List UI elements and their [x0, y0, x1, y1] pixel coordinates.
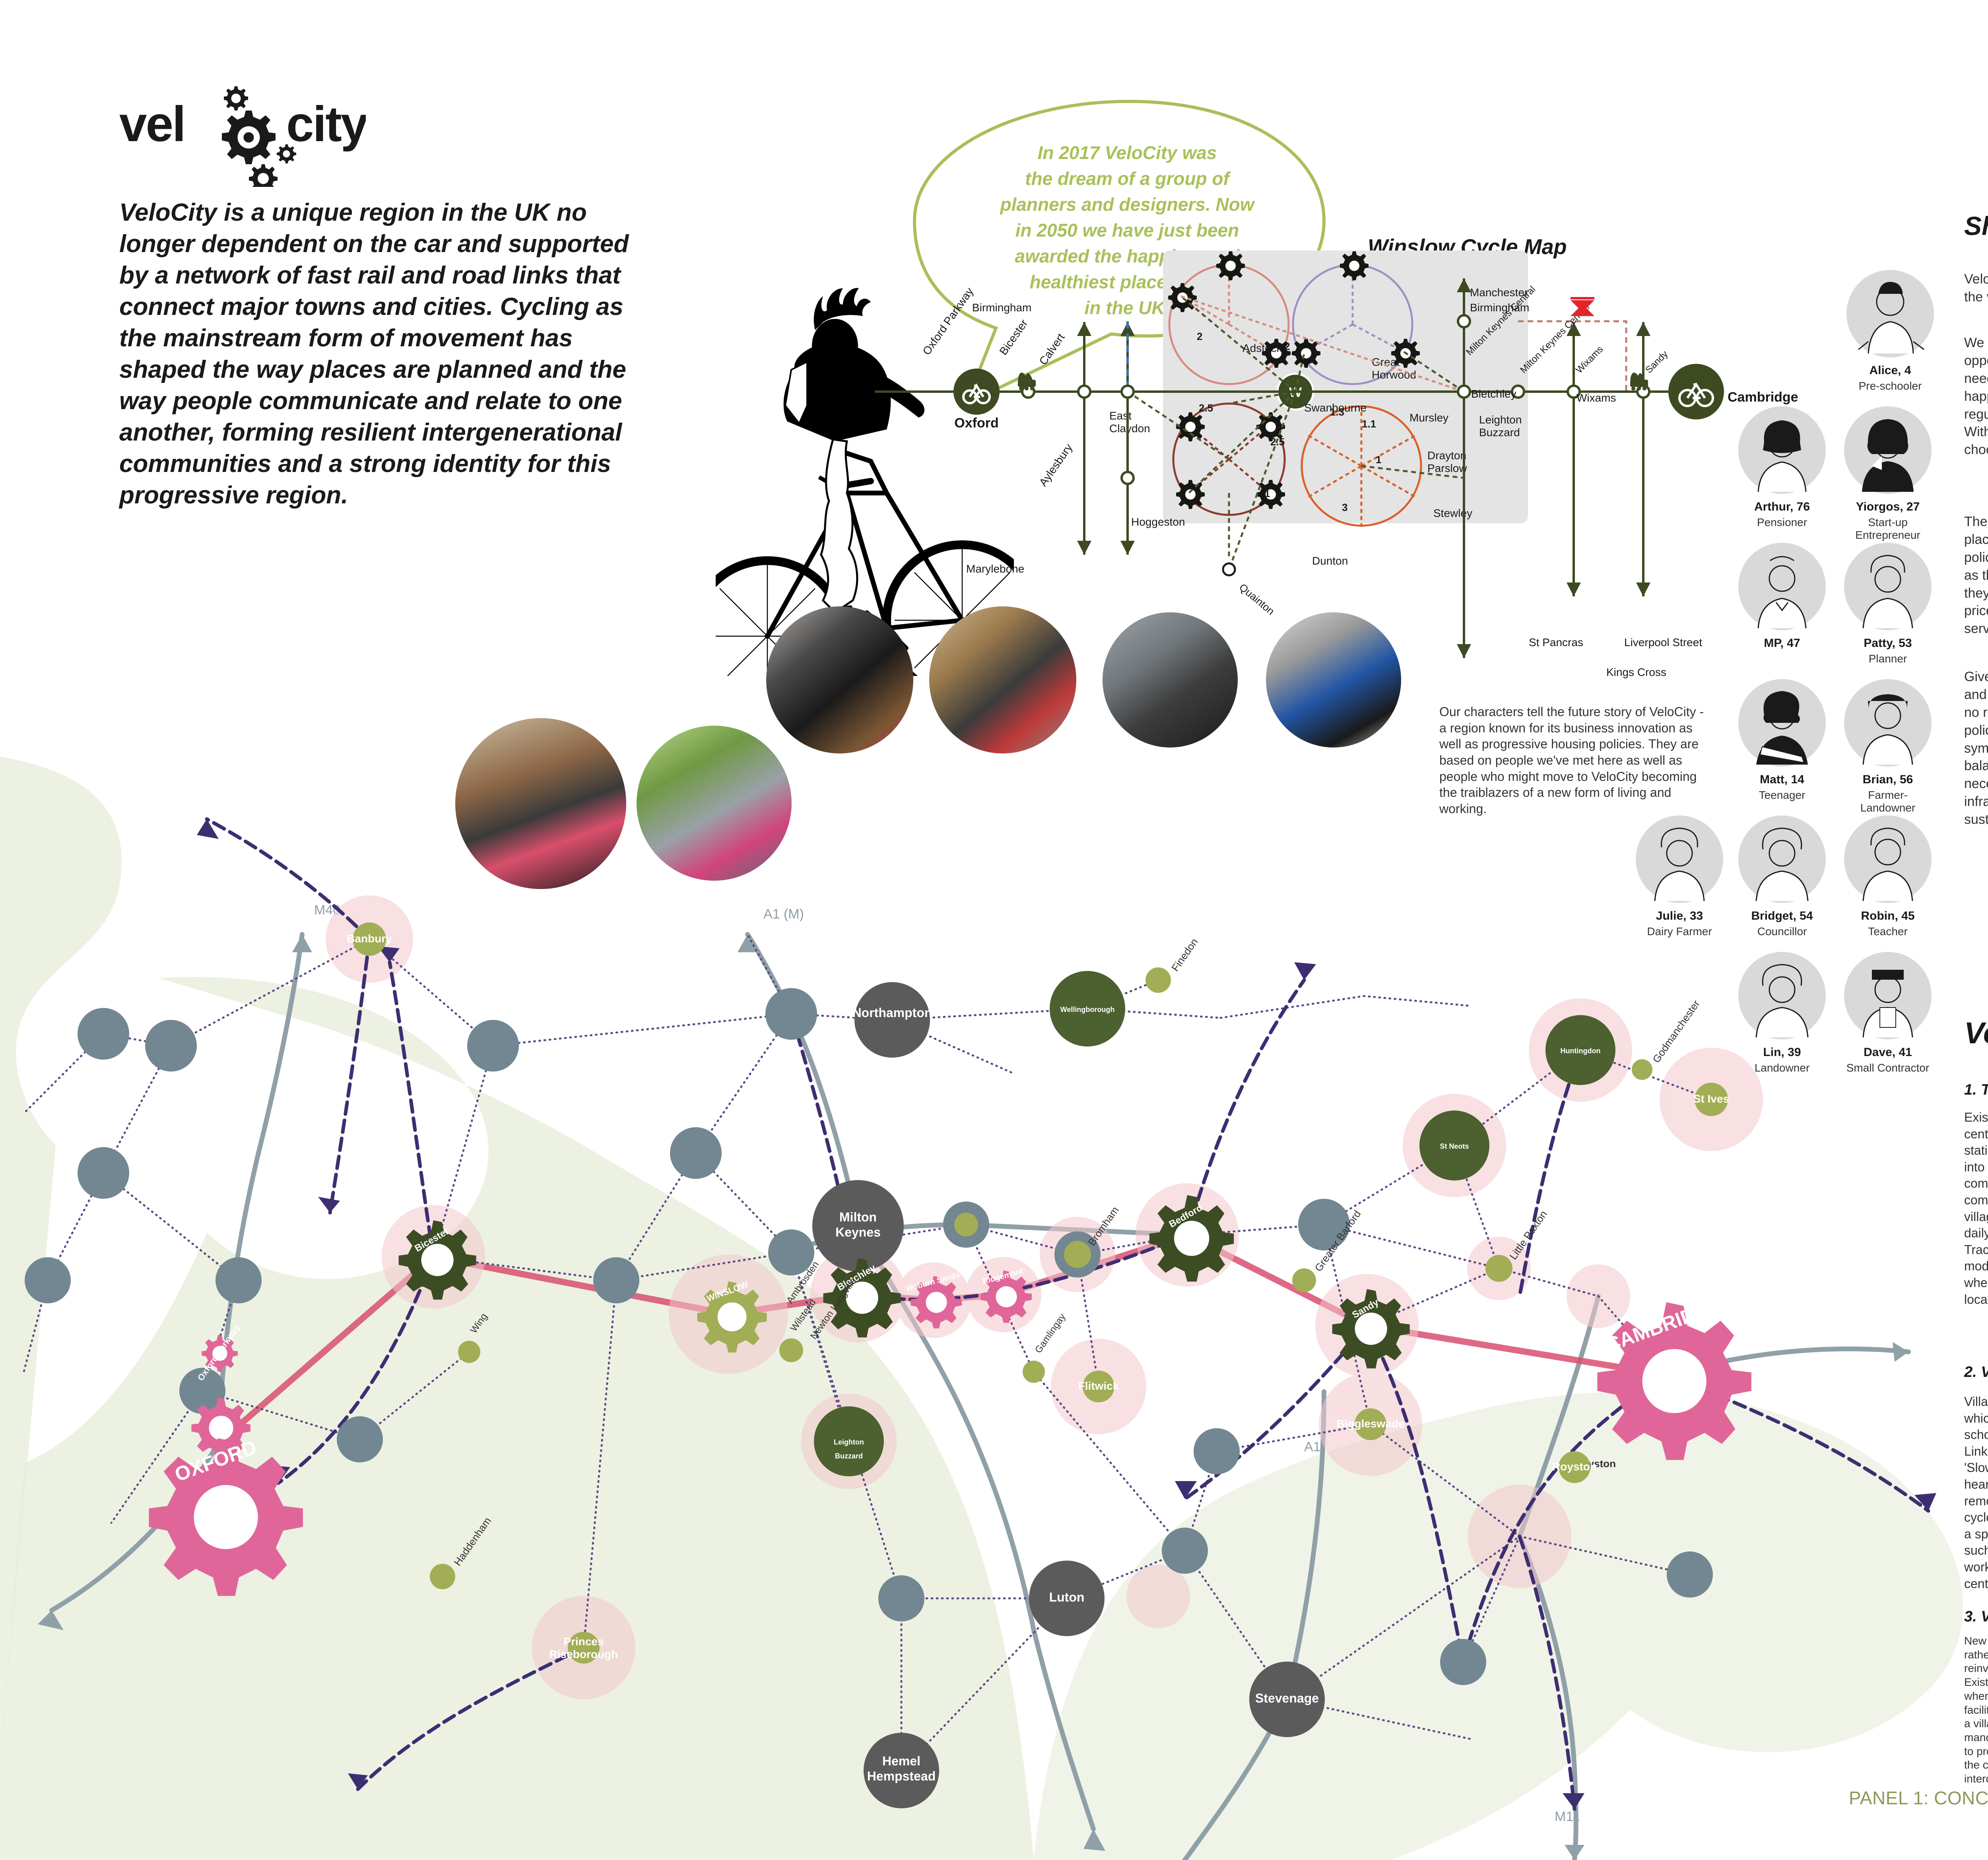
svg-text:Kings Cross: Kings Cross — [1606, 666, 1666, 678]
svg-text:Oxford: Oxford — [954, 415, 998, 431]
svg-text:Buzzard: Buzzard — [1479, 426, 1520, 439]
svg-text:Swanbourne: Swanbourne — [1304, 402, 1367, 414]
svg-text:Princes: Princes — [563, 1635, 604, 1648]
svg-text:Northampton: Northampton — [852, 1006, 932, 1020]
svg-text:St Neots: St Neots — [1440, 1142, 1469, 1150]
svg-text:Wellingborough: Wellingborough — [1060, 1006, 1115, 1013]
svg-text:Finedon: Finedon — [1169, 936, 1200, 973]
svg-text:1: 1 — [1264, 487, 1270, 499]
svg-text:1.1: 1.1 — [1362, 418, 1376, 430]
svg-text:3: 3 — [1342, 501, 1347, 513]
svg-text:St Ives: St Ives — [1693, 1093, 1729, 1105]
svg-text:Marylebone: Marylebone — [966, 563, 1024, 575]
svg-text:Cambridge: Cambridge — [1728, 390, 1798, 405]
svg-text:Stevenage: Stevenage — [1255, 1691, 1319, 1705]
svg-text:2.5: 2.5 — [1199, 402, 1213, 414]
svg-text:Leighton: Leighton — [1479, 414, 1522, 426]
svg-text:Mursley: Mursley — [1409, 412, 1448, 424]
svg-text:2: 2 — [1284, 340, 1290, 352]
svg-text:Royston: Royston — [1552, 1460, 1597, 1473]
svg-text:Leighton: Leighton — [834, 1438, 864, 1446]
svg-text:Biggleswade: Biggleswade — [1336, 1417, 1404, 1430]
svg-text:Parslow: Parslow — [1427, 462, 1467, 474]
svg-text:Adstock: Adstock — [1242, 342, 1283, 354]
svg-text:Dunton: Dunton — [1312, 555, 1348, 567]
svg-text:Horwood: Horwood — [1372, 369, 1416, 381]
svg-text:Oxford Parkway: Oxford Parkway — [920, 285, 976, 357]
svg-text:Huntingdon: Huntingdon — [1561, 1047, 1601, 1055]
svg-text:Banbury: Banbury — [347, 932, 392, 945]
svg-text:Luton: Luton — [1049, 1590, 1085, 1604]
svg-text:A1: A1 — [1304, 1439, 1321, 1454]
svg-text:1: 1 — [1376, 454, 1381, 466]
svg-text:Hempstead: Hempstead — [867, 1769, 936, 1783]
svg-text:Claydon: Claydon — [1109, 422, 1150, 435]
svg-text:Bicester: Bicester — [997, 317, 1030, 357]
svg-text:St Pancras: St Pancras — [1529, 636, 1583, 648]
svg-text:Drayton: Drayton — [1427, 449, 1466, 462]
svg-text:Hemel: Hemel — [882, 1754, 920, 1768]
svg-text:Sandy: Sandy — [1643, 349, 1670, 375]
svg-text:2.5: 2.5 — [1270, 436, 1285, 448]
svg-text:M11: M11 — [1555, 1809, 1580, 1824]
svg-text:Stewley: Stewley — [1433, 507, 1472, 519]
svg-text:Bletchley: Bletchley — [1471, 388, 1516, 400]
svg-text:Keynes: Keynes — [835, 1225, 881, 1239]
svg-text:2: 2 — [1197, 330, 1202, 342]
svg-text:Great: Great — [1372, 356, 1400, 368]
svg-text:Milton: Milton — [839, 1210, 877, 1224]
svg-text:Calvert: Calvert — [1037, 331, 1067, 367]
svg-text:Wixams: Wixams — [1574, 344, 1605, 375]
svg-text:Quainton: Quainton — [1237, 581, 1277, 617]
svg-text:Wixams: Wixams — [1576, 392, 1616, 404]
svg-text:Buzzard: Buzzard — [835, 1452, 863, 1460]
svg-text:Birmingham: Birmingham — [972, 301, 1031, 314]
svg-text:Flitwick: Flitwick — [1078, 1380, 1119, 1392]
svg-text:Hoggeston: Hoggeston — [1131, 516, 1185, 528]
svg-text:Aylesbury: Aylesbury — [1037, 441, 1075, 488]
svg-text:Riseborough: Riseborough — [549, 1648, 618, 1660]
svg-text:Gamlingay: Gamlingay — [1033, 1312, 1068, 1355]
svg-text:A1 (M): A1 (M) — [763, 907, 804, 922]
svg-text:Liverpool Street: Liverpool Street — [1624, 636, 1702, 648]
